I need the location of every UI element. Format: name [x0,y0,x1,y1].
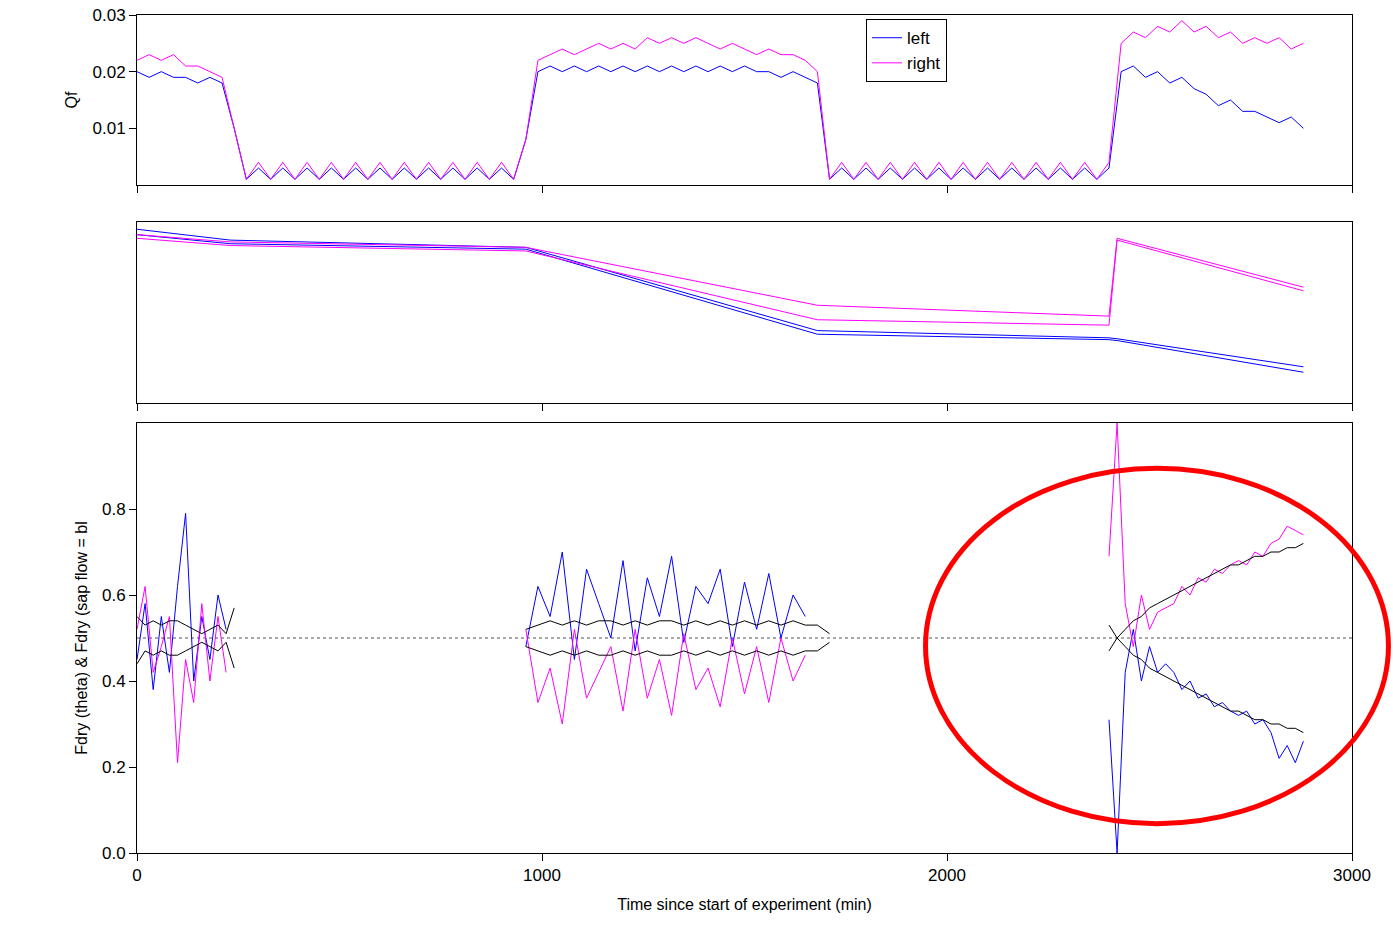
svg-text:0: 0 [132,866,141,885]
svg-text:Qf: Qf [63,91,80,108]
svg-text:0.2: 0.2 [102,758,126,777]
svg-text:Time since start of experiment: Time since start of experiment (min) [617,896,872,913]
svg-text:0.6: 0.6 [102,586,126,605]
svg-text:0.01: 0.01 [93,119,126,138]
svg-text:0.0: 0.0 [102,844,126,863]
svg-text:0.4: 0.4 [102,672,126,691]
svg-text:0.02: 0.02 [93,63,126,82]
svg-text:0.8: 0.8 [102,500,126,519]
svg-text:3000: 3000 [1333,866,1371,885]
svg-text:2000: 2000 [928,866,966,885]
svg-text:right: right [907,54,940,73]
svg-text:0.03: 0.03 [93,6,126,25]
svg-text:left: left [907,29,930,48]
svg-text:Fdry (theta) & Fdry (sap flow: Fdry (theta) & Fdry (sap flow = bl [73,521,90,754]
svg-text:1000: 1000 [523,866,561,885]
